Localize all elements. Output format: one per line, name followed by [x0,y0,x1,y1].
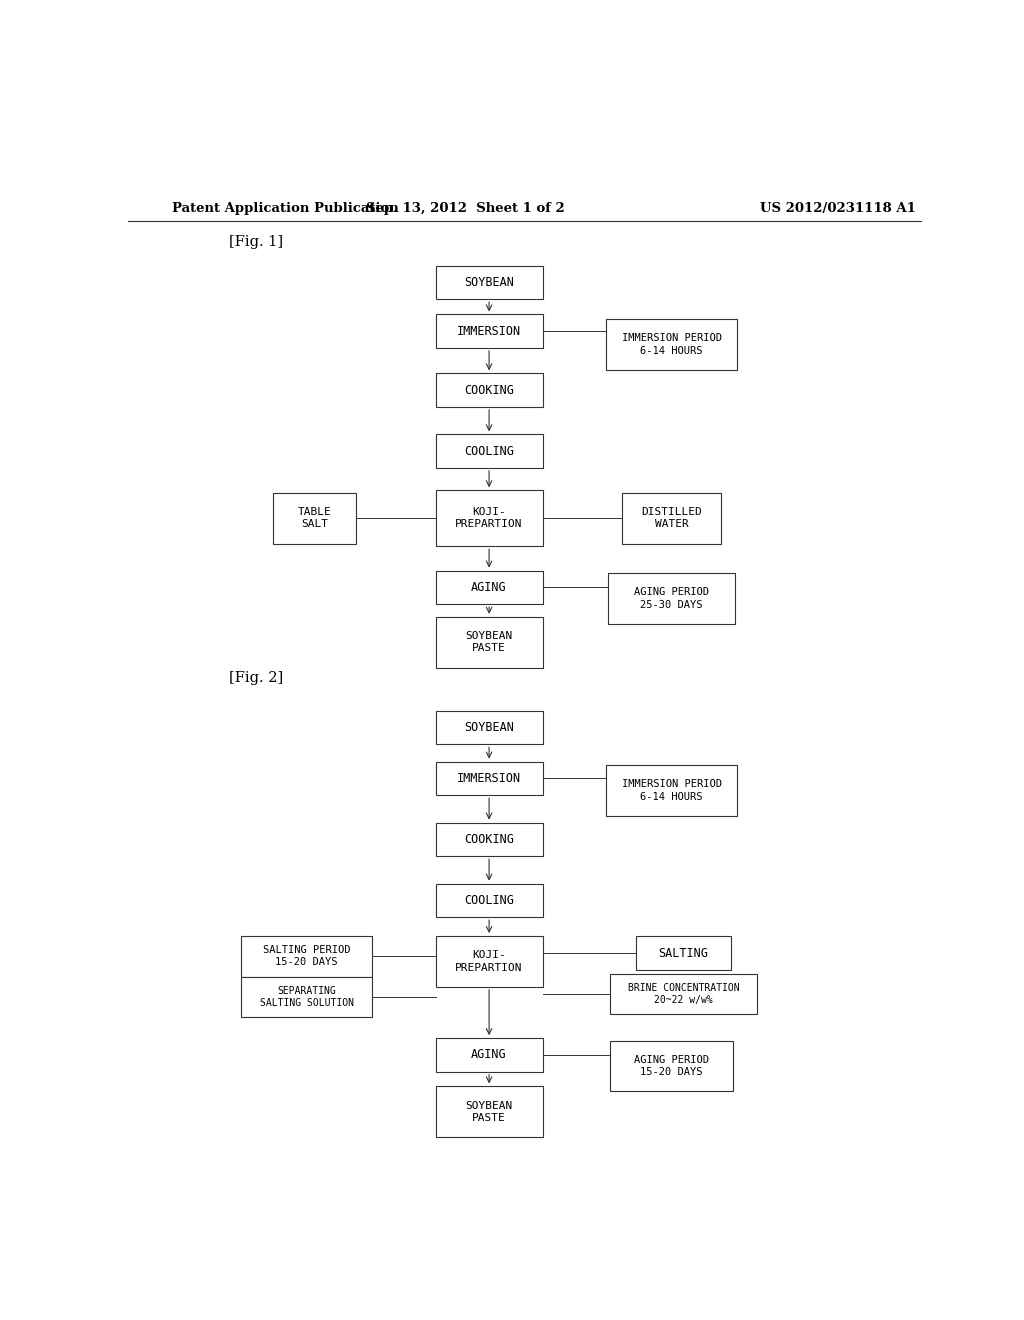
Text: [Fig. 1]: [Fig. 1] [228,235,283,248]
Text: US 2012/0231118 A1: US 2012/0231118 A1 [761,202,916,215]
Text: Sep. 13, 2012  Sheet 1 of 2: Sep. 13, 2012 Sheet 1 of 2 [366,202,564,215]
Text: Patent Application Publication: Patent Application Publication [172,202,398,215]
Bar [241,977,372,1018]
Text: IMMERSION PERIOD
6-14 HOURS: IMMERSION PERIOD 6-14 HOURS [622,779,722,801]
Bar [610,1040,733,1092]
Bar [435,265,543,300]
Bar [435,374,543,407]
Bar [608,573,735,624]
Text: BRINE CONCENTRATION
20~22 w/w%: BRINE CONCENTRATION 20~22 w/w% [628,982,739,1005]
Bar [435,762,543,795]
Bar [636,936,731,970]
Text: IMMERSION: IMMERSION [457,772,521,785]
Text: AGING: AGING [471,1048,507,1061]
Bar [435,1086,543,1138]
Bar [606,766,737,816]
Bar [606,319,737,370]
Bar [435,490,543,546]
Text: COOLING: COOLING [464,894,514,907]
Text: [Fig. 2]: [Fig. 2] [228,671,283,685]
Text: IMMERSION: IMMERSION [457,325,521,338]
Bar [435,1038,543,1072]
Text: DISTILLED
WATER: DISTILLED WATER [641,507,702,529]
Bar [241,936,372,977]
Bar [272,492,356,544]
Text: SALTING PERIOD
15-20 DAYS: SALTING PERIOD 15-20 DAYS [263,945,350,968]
Bar [435,936,543,987]
Text: SOYBEAN: SOYBEAN [464,276,514,289]
Bar [435,616,543,668]
Bar [435,710,543,744]
Bar [435,883,543,917]
Text: COOLING: COOLING [464,445,514,458]
Text: SOYBEAN
PASTE: SOYBEAN PASTE [466,1101,513,1123]
Text: AGING PERIOD
15-20 DAYS: AGING PERIOD 15-20 DAYS [634,1055,709,1077]
Text: SEPARATING
SALTING SOLUTION: SEPARATING SALTING SOLUTION [259,986,353,1008]
Bar [435,822,543,857]
Text: AGING PERIOD
25-30 DAYS: AGING PERIOD 25-30 DAYS [634,587,709,610]
Bar [435,570,543,605]
Text: SOYBEAN
PASTE: SOYBEAN PASTE [466,631,513,653]
Bar [622,492,721,544]
Text: KOJI-
PREPARTION: KOJI- PREPARTION [456,507,523,529]
Text: SOYBEAN: SOYBEAN [464,721,514,734]
Bar [435,434,543,467]
Text: COOKING: COOKING [464,833,514,846]
Text: AGING: AGING [471,581,507,594]
Text: IMMERSION PERIOD
6-14 HOURS: IMMERSION PERIOD 6-14 HOURS [622,333,722,355]
Text: KOJI-
PREPARTION: KOJI- PREPARTION [456,950,523,973]
Text: TABLE
SALT: TABLE SALT [298,507,332,529]
Bar [610,974,757,1014]
Text: SALTING: SALTING [658,946,709,960]
Bar [435,314,543,348]
Text: COOKING: COOKING [464,384,514,396]
